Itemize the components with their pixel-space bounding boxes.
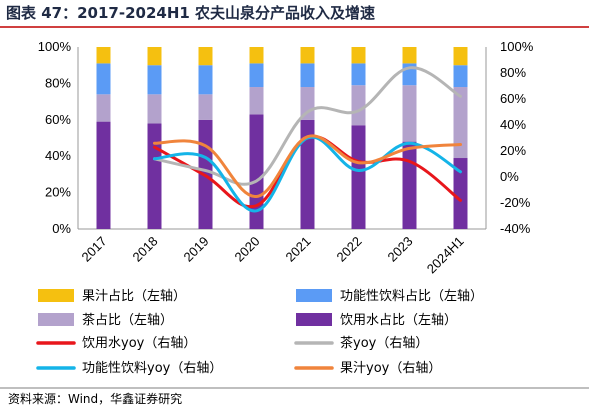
water-share-bar — [147, 123, 162, 229]
right-tick-label: 60% — [500, 91, 526, 106]
juice-yoy-line — [153, 134, 462, 198]
right-tick-label: -40% — [500, 221, 531, 236]
water-share-bar — [249, 114, 264, 229]
left-tick-label: 40% — [45, 148, 71, 163]
left-tick-label: 100% — [38, 39, 72, 54]
legend-label: 功能性饮料yoy（右轴） — [82, 361, 222, 376]
left-tick-label: 80% — [45, 75, 71, 90]
tea-share-bar — [96, 94, 111, 122]
functional-yoy-line — [153, 135, 462, 213]
legend: 果汁占比（左轴） 功能性饮料占比（左轴） 茶占比（左轴） 饮用水占比（左轴） 饮用水yo… — [36, 289, 483, 376]
right-tick-label: -20% — [500, 195, 531, 210]
right-tick-label: 0% — [500, 169, 519, 184]
tea-share-bar — [147, 94, 162, 124]
functional-share-bar — [351, 63, 366, 86]
juice-share-bar — [453, 47, 468, 66]
legend-swatch — [296, 289, 332, 302]
x-tick-label: 2020 — [232, 234, 263, 265]
functional-share-bar — [300, 63, 315, 88]
right-tick-label: 40% — [500, 117, 526, 132]
water-share-bar — [300, 119, 315, 229]
tea-yoy-line — [153, 66, 462, 186]
juice-share-bar — [300, 47, 315, 64]
left-tick-label: 0% — [52, 221, 71, 236]
water-share-bar — [453, 158, 468, 229]
plot-area: 0% 20% 40% 60% 80% 100% -40% -20% 0% 20% 40% 60% 80%… — [38, 39, 534, 276]
juice-share-bar — [402, 47, 417, 64]
tea-share-bar — [402, 85, 417, 142]
left-tick-label: 20% — [45, 185, 71, 200]
x-tick-label: 2017 — [79, 234, 110, 265]
legend-label: 茶占比（左轴） — [82, 312, 173, 328]
water-share-bar — [96, 121, 111, 229]
legend-label: 果汁yoy（右轴） — [340, 361, 441, 376]
tea-share-bar — [249, 87, 264, 115]
legend-label: 果汁占比（左轴） — [82, 289, 186, 304]
water-share-bar — [351, 125, 366, 229]
source-note: 资料来源：Wind，华鑫证券研究 — [8, 391, 182, 406]
chart-title: 图表 47：2017-2024H1 农夫山泉分产品收入及增速 — [6, 4, 375, 22]
x-tick-label: 2018 — [130, 234, 161, 265]
functional-share-bar — [96, 63, 111, 95]
water-share-bar — [402, 141, 417, 229]
legend-swatch — [38, 313, 74, 326]
x-tick-label: 2022 — [334, 234, 365, 265]
right-tick-label: 100% — [500, 39, 534, 54]
juice-share-bar — [96, 47, 111, 64]
x-tick-label: 2021 — [283, 234, 314, 265]
legend-label: 饮用水yoy（右轴） — [82, 336, 196, 351]
tea-share-bar — [351, 85, 366, 126]
juice-share-bar — [249, 47, 264, 64]
juice-share-bar — [351, 47, 366, 64]
left-tick-label: 60% — [45, 112, 71, 127]
right-tick-label: 20% — [500, 143, 526, 158]
legend-swatch — [296, 313, 332, 326]
x-tick-label: 2024H1 — [424, 234, 467, 277]
legend-swatch — [38, 289, 74, 302]
tea-share-bar — [198, 94, 213, 120]
x-tick-label: 2019 — [181, 234, 212, 265]
functional-share-bar — [249, 63, 264, 88]
legend-label: 功能性饮料占比（左轴） — [340, 289, 483, 304]
legend-label: 茶yoy（右轴） — [340, 335, 428, 351]
tea-share-bar — [453, 87, 468, 159]
juice-share-bar — [147, 47, 162, 66]
functional-share-bar — [147, 65, 162, 95]
functional-share-bar — [453, 65, 468, 88]
functional-share-bar — [198, 65, 213, 95]
x-tick-label: 2023 — [385, 234, 416, 265]
juice-share-bar — [198, 47, 213, 66]
right-tick-label: 80% — [500, 65, 526, 80]
legend-label: 饮用水占比（左轴） — [340, 313, 457, 328]
